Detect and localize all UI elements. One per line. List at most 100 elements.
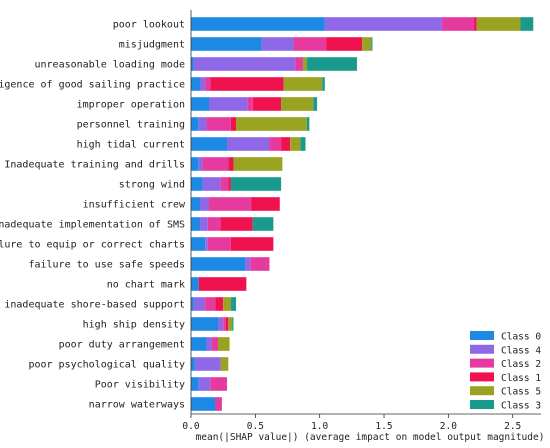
bar-segment bbox=[205, 297, 216, 311]
category-label: inadequate shore-based support bbox=[4, 300, 185, 311]
bar-segment bbox=[215, 297, 224, 311]
category-label: poor duty arrangement bbox=[59, 340, 185, 351]
bar-segment bbox=[205, 77, 211, 91]
category-label: insufficient crew bbox=[83, 200, 186, 211]
category-label: failure to use safe speeds bbox=[28, 260, 185, 271]
bar-segment bbox=[205, 237, 208, 251]
category-label: strong wind bbox=[119, 180, 185, 191]
bar-segment bbox=[281, 97, 314, 111]
bar-segment bbox=[210, 77, 284, 91]
bar-segment bbox=[227, 137, 270, 151]
bar-segment bbox=[207, 237, 231, 251]
category-label: failure to equip or correct charts bbox=[0, 240, 185, 251]
bar-segment bbox=[209, 97, 248, 111]
bar-segment bbox=[191, 77, 201, 91]
bar-segment bbox=[290, 137, 301, 151]
bar-segment bbox=[362, 37, 372, 51]
legend-swatch bbox=[470, 331, 494, 340]
bar-segment bbox=[191, 237, 206, 251]
bar-segment bbox=[206, 337, 212, 351]
bar-segment bbox=[302, 57, 307, 71]
bar-segment bbox=[210, 377, 228, 391]
bar-segment bbox=[225, 317, 229, 331]
bar-segment bbox=[281, 137, 291, 151]
legend-swatch bbox=[470, 358, 494, 368]
legend-swatch bbox=[470, 386, 494, 396]
bar-segment bbox=[207, 217, 221, 231]
category-label: high tidal current bbox=[77, 140, 185, 151]
legend-entry: Class 1 bbox=[501, 373, 541, 384]
bar-segment bbox=[322, 77, 325, 91]
x-tick-label: 0.5 bbox=[247, 421, 264, 432]
bar-segment bbox=[245, 257, 251, 271]
bar-segment bbox=[223, 317, 226, 331]
legend-swatch bbox=[470, 372, 494, 382]
bar-segment bbox=[218, 337, 230, 351]
bar-segment bbox=[474, 17, 477, 31]
bar-segment bbox=[230, 297, 237, 311]
bar-segment bbox=[198, 377, 211, 391]
bar-segment bbox=[191, 357, 195, 371]
x-axis-label: mean(|SHAP value|) (average impact on mo… bbox=[196, 432, 545, 443]
bar-segment bbox=[252, 217, 274, 231]
bar-segment bbox=[191, 57, 194, 71]
bar-segment bbox=[247, 97, 253, 111]
bar-segment bbox=[191, 17, 325, 31]
bar-segment bbox=[193, 297, 206, 311]
bar-segment bbox=[230, 117, 237, 131]
legend-swatch bbox=[470, 344, 494, 354]
legend: Class 0 Class 4 Class 2 Class 1 Class 5 Class… bbox=[470, 331, 541, 412]
legend-entry: Class 5 bbox=[501, 387, 541, 398]
bar-segment bbox=[215, 397, 222, 411]
bar-segment bbox=[198, 117, 207, 131]
category-label: no chart mark bbox=[107, 280, 185, 291]
bar-segment bbox=[191, 277, 199, 291]
bar-segment bbox=[228, 317, 233, 331]
legend-entry: Class 2 bbox=[501, 359, 541, 370]
bar-segment bbox=[293, 37, 327, 51]
x-tick-label: 1.5 bbox=[375, 421, 392, 432]
bar-segment bbox=[191, 257, 246, 271]
bar-segment bbox=[191, 97, 210, 111]
x-tick-label: 2.5 bbox=[504, 421, 521, 432]
bar-segment bbox=[306, 57, 357, 71]
bar-segment bbox=[251, 197, 280, 211]
bar-segment bbox=[191, 137, 228, 151]
bar-segment bbox=[261, 37, 294, 51]
category-label: misjudgment bbox=[119, 40, 185, 51]
bars-layer bbox=[191, 17, 534, 411]
bar-segment bbox=[200, 217, 208, 231]
category-label: Poor visibility bbox=[95, 380, 185, 391]
legend-entry: Class 4 bbox=[501, 345, 541, 356]
category-label: high ship density bbox=[83, 320, 185, 331]
x-tick-label: 0.0 bbox=[182, 421, 199, 432]
bar-segment bbox=[269, 137, 282, 151]
bar-segment bbox=[191, 397, 216, 411]
bar-segment bbox=[220, 217, 253, 231]
bar-segment bbox=[250, 257, 270, 271]
x-tick-label: 2.0 bbox=[440, 421, 457, 432]
bar-segment bbox=[283, 77, 323, 91]
bar-segment bbox=[194, 357, 221, 371]
category-label: narrow waterways bbox=[89, 400, 185, 411]
axes-layer: 0.0 0.5 1.0 1.5 2.0 2.5 bbox=[182, 10, 541, 432]
bar-segment bbox=[191, 317, 219, 331]
bar-segment bbox=[202, 177, 221, 191]
bar-segment bbox=[206, 117, 231, 131]
bar-segment bbox=[520, 17, 534, 31]
category-label: poor lookout bbox=[113, 20, 185, 31]
bar-segment bbox=[211, 337, 219, 351]
category-label: personnel training bbox=[77, 120, 185, 131]
bar-segment bbox=[371, 37, 373, 51]
bar-segment bbox=[198, 157, 203, 171]
bar-segment bbox=[306, 117, 310, 131]
bar-segment bbox=[324, 17, 442, 31]
bar-segment bbox=[191, 177, 203, 191]
bar-segment bbox=[476, 17, 521, 31]
bar-segment bbox=[191, 297, 194, 311]
bar-segment bbox=[220, 177, 229, 191]
category-label: unreasonable loading mode bbox=[34, 60, 185, 71]
bar-segment bbox=[200, 197, 210, 211]
bar-segment bbox=[295, 57, 303, 71]
